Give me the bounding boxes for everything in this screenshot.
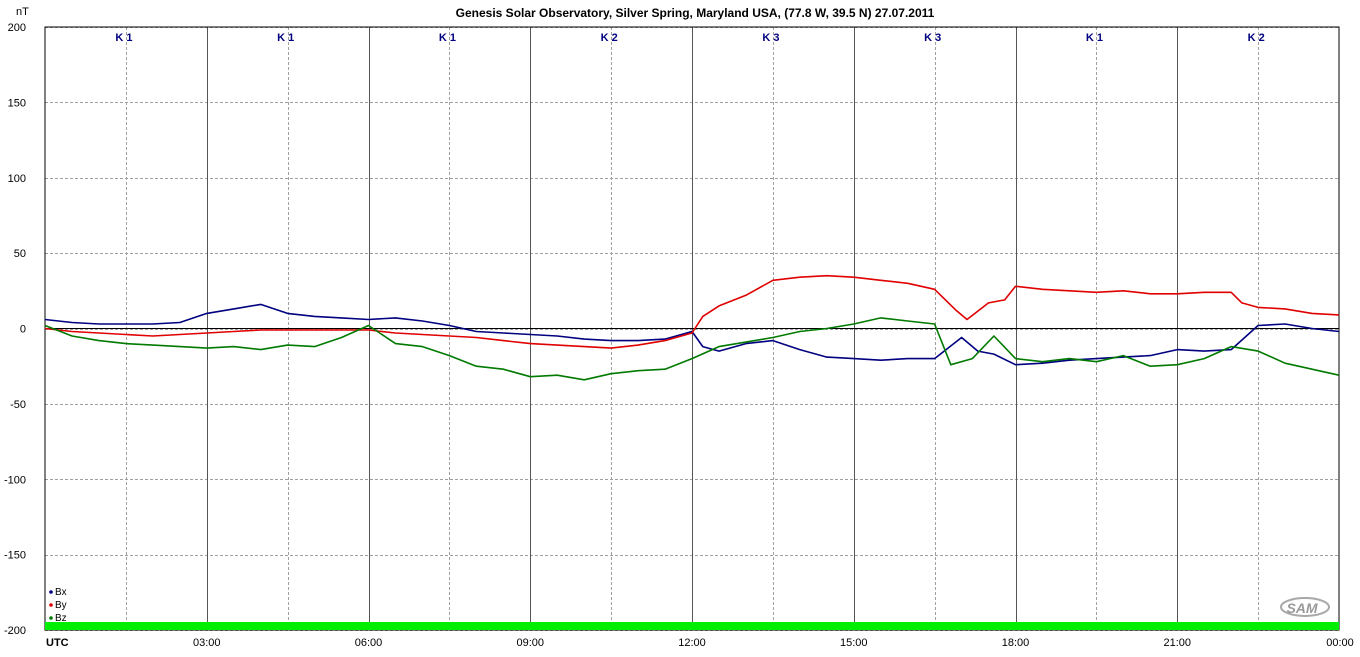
k-index-label: K 1 bbox=[439, 32, 456, 44]
sam-logo-text: SAM bbox=[1286, 600, 1317, 616]
y-tick-label: -150 bbox=[4, 550, 26, 562]
y-tick-label: -200 bbox=[4, 625, 26, 637]
legend-marker-bx bbox=[49, 590, 53, 594]
y-tick-label: 150 bbox=[8, 97, 26, 109]
y-tick-label: 200 bbox=[8, 22, 26, 34]
legend-marker-bz bbox=[49, 616, 53, 620]
k-index-labels: K 1 K 1 K 1 K 2 K 3 K 3 K 1 K 2 bbox=[115, 32, 1264, 44]
y-axis-unit: nT bbox=[16, 6, 29, 18]
series-line-by bbox=[44, 274, 1340, 349]
y-tick-label: -100 bbox=[4, 474, 26, 486]
x-tick-label: 15:00 bbox=[840, 637, 868, 649]
legend-label-bx: Bx bbox=[55, 587, 67, 598]
x-tick-label: 03:00 bbox=[193, 637, 221, 649]
k-index-label: K 2 bbox=[1248, 32, 1265, 44]
y-axis-ticks: 200 150 100 50 0 -50 -100 -150 -200 bbox=[4, 22, 26, 637]
x-tick-label: 09:00 bbox=[516, 637, 544, 649]
y-tick-label: -50 bbox=[10, 399, 26, 411]
status-bar bbox=[45, 622, 1339, 630]
x-tick-label: 12:00 bbox=[678, 637, 706, 649]
legend: Bx By Bz bbox=[49, 587, 67, 624]
x-tick-label: 18:00 bbox=[1002, 637, 1030, 649]
y-tick-label: 0 bbox=[20, 324, 26, 336]
legend-label-bz: Bz bbox=[55, 613, 67, 624]
k-index-label: K 1 bbox=[1086, 32, 1103, 44]
sam-logo: SAM bbox=[1280, 597, 1330, 617]
y-tick-label: 100 bbox=[8, 173, 26, 185]
x-axis-ticks: UTC 03:00 06:00 09:00 12:00 15:00 18:00 21:00 00… bbox=[46, 637, 1354, 649]
k-index-label: K 1 bbox=[277, 32, 294, 44]
legend-marker-by bbox=[49, 603, 53, 607]
k-index-label: K 1 bbox=[115, 32, 132, 44]
legend-item-bz: Bz bbox=[49, 613, 67, 624]
k-index-label: K 3 bbox=[762, 32, 779, 44]
series bbox=[44, 274, 1340, 381]
series-line-bz bbox=[44, 317, 1340, 381]
k-index-label: K 2 bbox=[601, 32, 618, 44]
chart-title: Genesis Solar Observatory, Silver Spring… bbox=[456, 6, 935, 20]
y-tick-label: 50 bbox=[14, 248, 26, 260]
x-tick-label: 00:00 bbox=[1326, 637, 1354, 649]
x-tick-label: 06:00 bbox=[355, 637, 383, 649]
legend-item-by: By bbox=[49, 600, 67, 611]
x-tick-label: 21:00 bbox=[1163, 637, 1191, 649]
x-axis-label: UTC bbox=[46, 637, 69, 649]
k-index-label: K 3 bbox=[924, 32, 941, 44]
sam-logo-swoosh bbox=[1280, 597, 1330, 617]
legend-item-bx: Bx bbox=[49, 587, 67, 598]
legend-label-by: By bbox=[55, 600, 67, 611]
